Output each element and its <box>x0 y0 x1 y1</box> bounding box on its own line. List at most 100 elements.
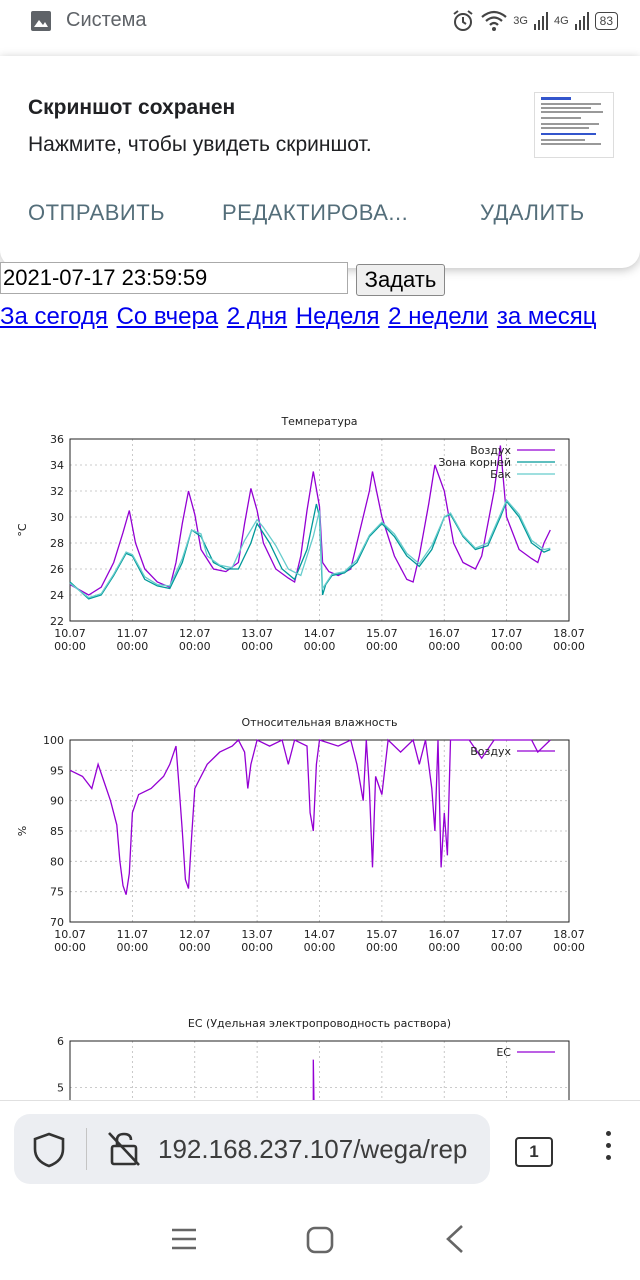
x-tick-date: 16.07 <box>429 928 461 941</box>
link-2-weeks[interactable]: 2 недели <box>388 303 489 330</box>
x-tick-time: 00:00 <box>179 941 211 954</box>
status-app-title: Система <box>66 9 147 31</box>
y-tick-label: 75 <box>50 886 64 899</box>
x-tick-date: 14.07 <box>304 627 336 640</box>
x-tick-date: 10.07 <box>54 627 86 640</box>
browser-menu-button[interactable] <box>600 1131 616 1171</box>
x-tick-time: 00:00 <box>117 941 149 954</box>
y-tick-label: 100 <box>43 734 64 747</box>
chart-title: Температура <box>280 415 357 428</box>
x-tick-date: 12.07 <box>179 627 211 640</box>
y-tick-label: 22 <box>50 615 64 628</box>
y-tick-label: 30 <box>50 511 64 524</box>
x-tick-time: 00:00 <box>241 941 273 954</box>
x-tick-date: 17.07 <box>491 928 523 941</box>
legend-label: Зона корней <box>438 456 511 469</box>
datetime-input[interactable] <box>0 262 348 294</box>
legend-label: Воздух <box>470 745 511 758</box>
status-icons: 3G 4G 83 <box>451 9 618 33</box>
recent-apps-icon[interactable] <box>170 1226 198 1252</box>
x-tick-date: 13.07 <box>241 928 273 941</box>
y-tick-label: 90 <box>50 795 64 808</box>
temperature-chart: Температура °C 22 24 26 28 30 32 34 36 10.07 00:00 1… <box>0 400 640 670</box>
signal-4g-label: 4G <box>553 15 569 27</box>
x-tick-date: 11.07 <box>117 627 149 640</box>
status-bar: Система 3G 4G 83 <box>0 0 640 44</box>
x-tick-time: 00:00 <box>553 941 585 954</box>
menu-dot-icon <box>605 1131 611 1136</box>
screenshot-thumbnail[interactable] <box>534 92 614 158</box>
x-tick-date: 18.07 <box>553 627 585 640</box>
x-tick-date: 15.07 <box>366 627 398 640</box>
y-axis-label: °C <box>16 523 29 537</box>
x-tick-date: 12.07 <box>179 928 211 941</box>
y-tick-label: 70 <box>50 916 64 929</box>
shield-icon[interactable] <box>32 1132 66 1168</box>
y-tick-label: 6 <box>57 1035 64 1048</box>
plot-frame <box>69 1040 570 1104</box>
gallery-icon <box>31 11 51 31</box>
x-tick-date: 17.07 <box>491 627 523 640</box>
x-tick-time: 00:00 <box>428 640 460 653</box>
humidity-chart: Относительная влажность% 70 75 80 85 90 95 100 1… <box>0 700 640 970</box>
temperature-chart-svg: Температура°C222426283032343610.0700:001… <box>16 415 585 653</box>
link-today[interactable]: За сегодя <box>0 303 108 330</box>
x-tick-time: 00:00 <box>54 640 86 653</box>
y-tick-label: 85 <box>50 825 64 838</box>
notification-actions: ОТПРАВИТЬ РЕДАКТИРОВА... УДАЛИТЬ <box>0 200 640 234</box>
tabs-count-button[interactable]: 1 <box>515 1137 553 1167</box>
range-links: За сегодя Со вчера 2 дня Неделя 2 недели… <box>0 300 640 334</box>
screenshot-notification[interactable]: Скриншот сохранен Нажмите, чтобы увидеть… <box>0 56 640 268</box>
x-tick-date: 18.07 <box>553 928 585 941</box>
y-tick-label: 34 <box>50 459 64 472</box>
ec-chart-svg: ЕС (Удельная электропроводность раствора… <box>57 1017 570 1104</box>
url-bar[interactable]: 192.168.237.107/wega/rep <box>14 1114 490 1184</box>
series-line-1 <box>69 500 551 600</box>
y-tick-label: 24 <box>50 589 64 602</box>
x-tick-date: 16.07 <box>429 627 461 640</box>
notification-title: Скриншот сохранен <box>28 96 236 119</box>
y-tick-label: 95 <box>50 764 64 777</box>
x-tick-time: 00:00 <box>553 640 585 653</box>
ec-chart: ЕС (Удельная электропроводность раствора… <box>0 1004 640 1104</box>
edit-button[interactable]: РЕДАКТИРОВА... <box>222 200 409 225</box>
notification-subtitle: Нажмите, чтобы увидеть скриншот. <box>28 133 372 156</box>
y-axis-label: % <box>16 826 29 836</box>
y-tick-label: 5 <box>57 1082 64 1095</box>
x-tick-time: 00:00 <box>304 941 336 954</box>
chart-title: ЕС (Удельная электропроводность раствора… <box>188 1017 451 1030</box>
send-button[interactable]: ОТПРАВИТЬ <box>28 200 166 225</box>
x-tick-date: 13.07 <box>241 627 273 640</box>
legend-label: ЕС <box>496 1046 511 1059</box>
y-tick-label: 32 <box>50 485 64 498</box>
home-icon[interactable] <box>306 1226 334 1254</box>
menu-dot-icon <box>605 1143 611 1148</box>
wifi-icon <box>481 10 507 31</box>
y-tick-label: 26 <box>50 563 64 576</box>
link-week[interactable]: Неделя <box>295 303 380 330</box>
y-tick-label: 28 <box>50 537 64 550</box>
alarm-icon <box>453 10 473 31</box>
system-navbar <box>0 1200 640 1280</box>
signal-icon-2 <box>574 12 589 30</box>
menu-dot-icon <box>605 1155 611 1160</box>
legend-label: Воздух <box>470 444 511 457</box>
y-tick-label: 36 <box>50 433 64 446</box>
url-separator <box>86 1128 87 1170</box>
link-since-yesterday[interactable]: Со вчера <box>116 303 219 330</box>
plot-frame <box>69 438 570 622</box>
humidity-chart-svg: Относительная влажность% 70 75 80 85 90 95 100 1… <box>16 716 585 954</box>
delete-button[interactable]: УДАЛИТЬ <box>480 200 585 225</box>
back-icon[interactable] <box>444 1224 466 1254</box>
link-2-days[interactable]: 2 дня <box>226 303 288 330</box>
x-tick-time: 00:00 <box>366 640 398 653</box>
set-button[interactable]: Задать <box>356 264 445 296</box>
x-tick-time: 00:00 <box>304 640 336 653</box>
x-tick-time: 00:00 <box>428 941 460 954</box>
link-month[interactable]: за месяц <box>496 303 597 330</box>
url-text[interactable]: 192.168.237.107/wega/rep <box>158 1134 468 1164</box>
insecure-lock-icon[interactable] <box>106 1130 142 1168</box>
legend-label: Бак <box>490 468 511 481</box>
x-tick-time: 00:00 <box>179 640 211 653</box>
signal-icon <box>533 12 548 30</box>
